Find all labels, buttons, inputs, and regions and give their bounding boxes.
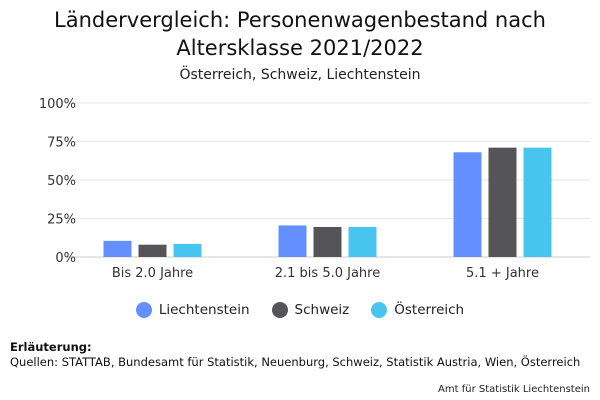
- bar: [523, 147, 552, 257]
- legend-item: Liechtenstein: [135, 302, 250, 318]
- bar: [348, 226, 377, 257]
- explanation-heading: Erläuterung:: [10, 340, 92, 354]
- legend-label: Österreich: [394, 302, 465, 318]
- credit-text: Amt für Statistik Liechtenstein: [438, 384, 590, 395]
- explanation-note: Erläuterung: Quellen: STATTAB, Bundesamt…: [10, 340, 580, 370]
- bar: [173, 243, 202, 257]
- legend-swatch: [135, 302, 152, 318]
- x-tick-label: 5.1 + Jahre: [466, 266, 539, 281]
- y-tick-label: 25%: [47, 213, 76, 228]
- bar: [103, 240, 132, 257]
- y-tick-label: 100%: [39, 97, 76, 112]
- bar: [138, 244, 167, 257]
- legend-label: Liechtenstein: [158, 302, 250, 318]
- legend-swatch: [271, 302, 288, 318]
- x-tick-label: Bis 2.0 Jahre: [112, 266, 193, 281]
- chart-legend: Liechtenstein Schweiz Österreich: [0, 302, 600, 318]
- y-tick-label: 0%: [55, 251, 76, 266]
- bar: [313, 226, 342, 257]
- legend-item: Österreich: [371, 302, 464, 318]
- legend-swatch: [371, 302, 388, 318]
- bar-chart: 0% 25% 50% 75% 100% Bis 2.0 Jahre 2.1 bis 5.0 …: [39, 97, 590, 281]
- legend-label: Schweiz: [294, 302, 350, 318]
- bar: [453, 152, 482, 257]
- sources-text: Quellen: STATTAB, Bundesamt für Statisti…: [10, 355, 581, 369]
- y-tick-label: 75%: [47, 136, 76, 151]
- x-tick-label: 2.1 bis 5.0 Jahre: [275, 266, 380, 281]
- bar: [278, 225, 307, 257]
- chart-subtitle: Österreich, Schweiz, Liechtenstein: [179, 67, 421, 83]
- y-tick-label: 50%: [47, 174, 76, 189]
- legend-item: Schweiz: [271, 302, 350, 318]
- chart-title: Ländervergleich: Personenwagenbestand na…: [54, 8, 546, 60]
- bar: [488, 147, 517, 257]
